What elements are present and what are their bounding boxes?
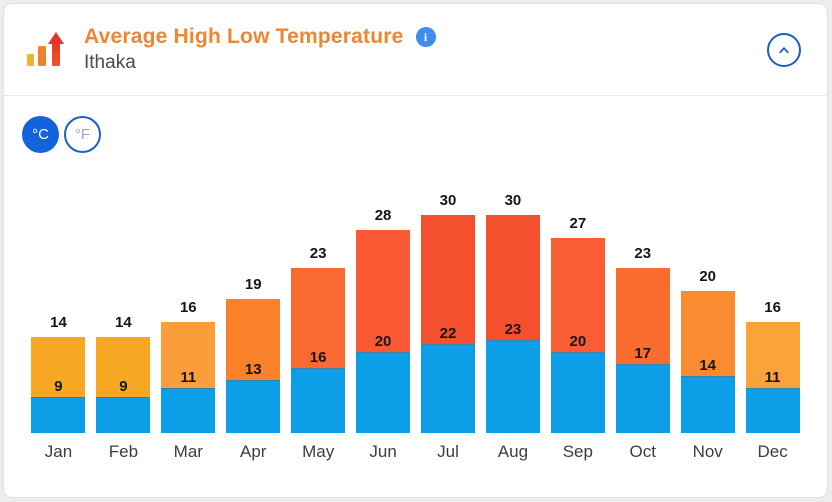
month-label: Mar xyxy=(173,442,203,461)
month-column: 30 22 Jul xyxy=(416,192,481,469)
high-temp-label: 16 xyxy=(179,299,197,316)
month-label: Sep xyxy=(562,442,593,461)
low-temp-label: 9 xyxy=(54,378,63,395)
month-column: 27 20 Sep xyxy=(545,215,610,469)
low-temp-label: 11 xyxy=(764,369,781,386)
low-temp-segment xyxy=(420,344,475,433)
month-column: 16 11 Mar xyxy=(156,299,221,469)
high-temp-label: 14 xyxy=(50,314,67,331)
widget-header: Average High Low Temperature i Ithaka xyxy=(4,4,827,96)
low-temp-label: 23 xyxy=(504,321,522,338)
temperature-bar[interactable]: 23 16 xyxy=(291,245,346,433)
temperature-bar[interactable]: 16 11 xyxy=(745,299,800,433)
low-temp-label: 20 xyxy=(374,333,392,350)
page-title: Average High Low Temperature xyxy=(84,25,404,48)
chevron-up-icon xyxy=(779,46,789,53)
low-temp-segment xyxy=(680,376,735,433)
temperature-bar[interactable]: 14 9 xyxy=(31,314,86,433)
temperature-bar[interactable]: 14 9 xyxy=(96,314,151,433)
high-temp-label: 14 xyxy=(115,314,132,331)
low-temp-segment xyxy=(550,352,605,433)
high-temp-label: 19 xyxy=(244,276,262,293)
month-label: Jan xyxy=(44,442,73,461)
low-temp-segment xyxy=(615,364,670,433)
low-temp-segment xyxy=(485,340,540,433)
temperature-bar[interactable]: 30 22 xyxy=(420,192,475,433)
high-temp-label: 20 xyxy=(699,268,717,285)
high-temp-label: 16 xyxy=(764,299,781,316)
high-temp-label: 27 xyxy=(569,215,587,232)
high-temp-label: 28 xyxy=(374,207,392,224)
month-label: May xyxy=(302,442,335,461)
low-temp-segment xyxy=(96,397,151,433)
location-subtitle: Ithaka xyxy=(84,52,136,73)
high-temp-label: 30 xyxy=(504,192,522,209)
month-label: Jul xyxy=(437,442,459,461)
bar-chart-trend-icon xyxy=(27,31,64,66)
month-column: 23 16 May xyxy=(286,245,351,469)
low-temp-label: 22 xyxy=(439,325,457,342)
high-temp-label: 23 xyxy=(309,245,327,262)
month-label: Feb xyxy=(108,442,139,461)
celsius-toggle-button[interactable]: °C xyxy=(22,116,59,153)
month-column: 23 17 Oct xyxy=(610,245,675,469)
temperature-bar[interactable]: 28 20 xyxy=(356,207,411,433)
temperature-bar[interactable]: 27 20 xyxy=(550,215,605,433)
month-column: 30 23 Aug xyxy=(480,192,545,469)
high-temp-label: 30 xyxy=(439,192,457,209)
low-temp-segment xyxy=(745,388,800,433)
month-label: Aug xyxy=(497,442,529,461)
month-label: Jun xyxy=(369,442,397,461)
month-column: 20 14 Nov xyxy=(675,268,740,469)
temperature-bar[interactable]: 20 14 xyxy=(680,268,735,433)
low-temp-segment xyxy=(291,368,346,433)
low-temp-label: 17 xyxy=(634,345,652,362)
month-column: 28 20 Jun xyxy=(351,207,416,469)
month-column: 19 13 Apr xyxy=(221,276,286,469)
low-temp-label: 14 xyxy=(699,357,717,374)
month-column: 16 11 Dec xyxy=(740,299,805,469)
weather-widget-card: Average High Low Temperature i Ithaka °C… xyxy=(3,3,828,498)
header-text: Average High Low Temperature i Ithaka xyxy=(84,25,436,74)
temperature-bar[interactable]: 23 17 xyxy=(615,245,670,433)
unit-toggle: °C °F xyxy=(22,116,101,153)
low-temp-label: 13 xyxy=(244,361,262,378)
month-label: Apr xyxy=(239,442,267,461)
high-temp-label: 23 xyxy=(634,245,652,262)
low-temp-label: 20 xyxy=(569,333,587,350)
collapse-button[interactable] xyxy=(767,32,801,67)
month-label: Nov xyxy=(692,442,723,461)
temperature-bar[interactable]: 30 23 xyxy=(485,192,540,433)
low-temp-label: 16 xyxy=(309,349,327,366)
month-column: 14 9 Jan xyxy=(26,314,91,469)
temperature-bar[interactable]: 16 11 xyxy=(161,299,216,433)
low-temp-label: 11 xyxy=(180,369,197,386)
month-label: Dec xyxy=(757,442,788,461)
temperature-bar[interactable]: 19 13 xyxy=(226,276,281,433)
low-temp-label: 9 xyxy=(119,378,128,395)
month-column: 14 9 Feb xyxy=(91,314,156,469)
fahrenheit-toggle-button[interactable]: °F xyxy=(64,116,101,153)
month-label: Oct xyxy=(629,442,656,461)
low-temp-segment xyxy=(31,397,86,433)
bar-chart: 14 9 Jan 14 9 Feb 16 11 Mar 19 13 Apr 23 xyxy=(26,192,805,469)
info-icon[interactable]: i xyxy=(415,27,436,47)
low-temp-segment xyxy=(356,352,411,433)
low-temp-segment xyxy=(161,388,216,433)
low-temp-segment xyxy=(226,380,281,433)
